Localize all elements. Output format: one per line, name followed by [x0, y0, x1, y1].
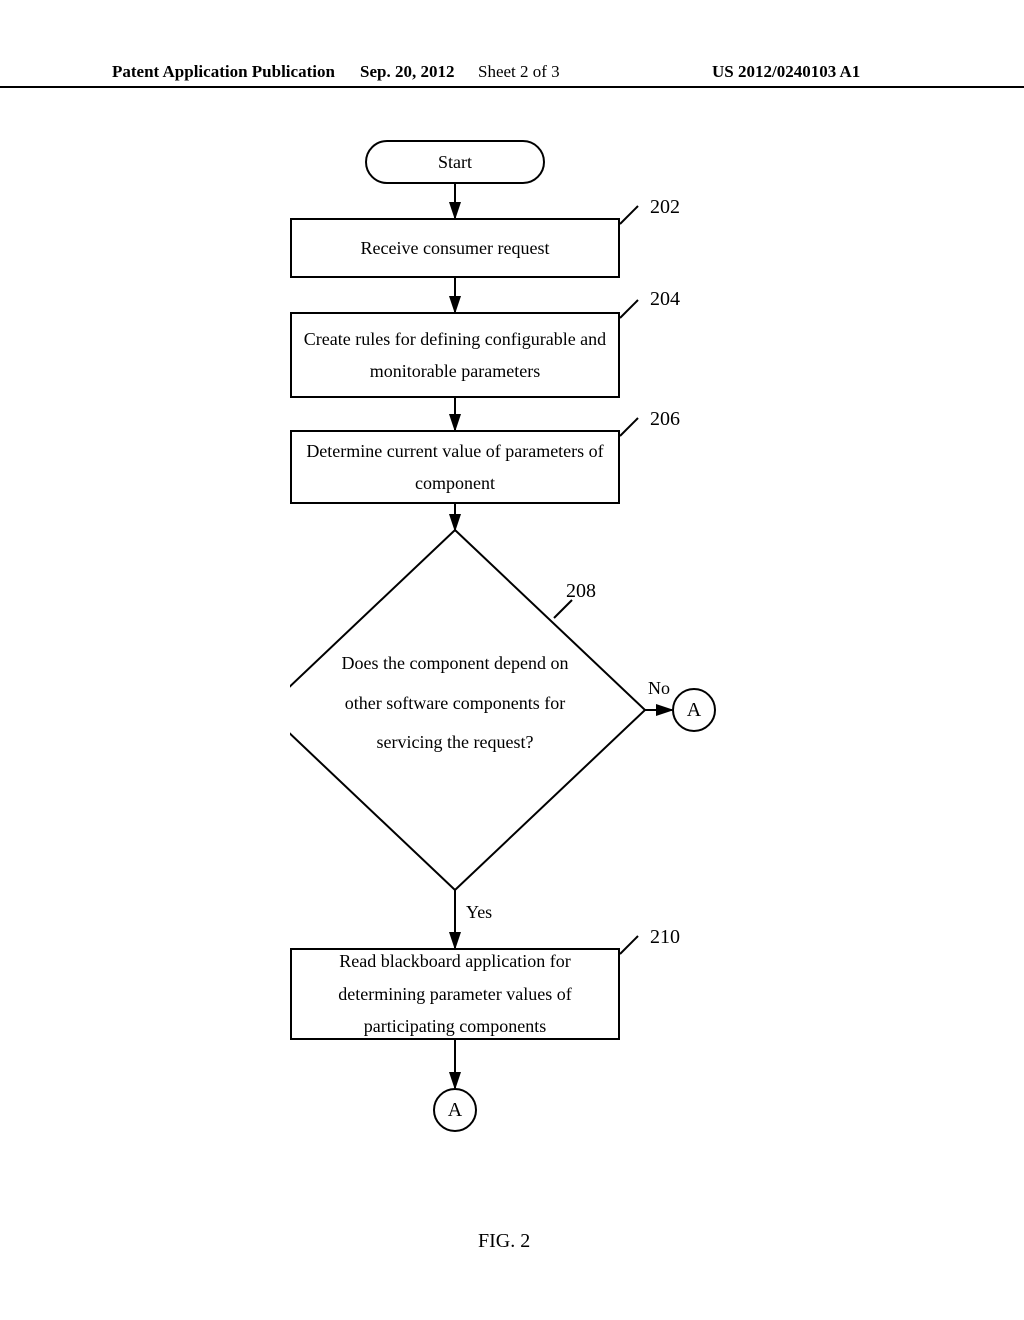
- node-start: Start: [365, 140, 545, 184]
- ref-206: 206: [650, 408, 680, 431]
- header-pubnum: US 2012/0240103 A1: [712, 62, 860, 82]
- ref-208: 208: [566, 580, 596, 603]
- edge-label-yes: Yes: [466, 902, 492, 923]
- connector-a-right: A: [672, 688, 716, 732]
- flowchart: Start Receive consumer request Create ru…: [290, 140, 770, 1180]
- header-rule: [0, 86, 1024, 88]
- header-date: Sep. 20, 2012: [360, 62, 454, 82]
- node-202: Receive consumer request: [290, 218, 620, 278]
- connector-a-bottom: A: [433, 1088, 477, 1132]
- header-publication: Patent Application Publication: [112, 62, 335, 82]
- node-204: Create rules for defining configurable a…: [290, 312, 620, 398]
- ref-210: 210: [650, 926, 680, 949]
- ref-204: 204: [650, 288, 680, 311]
- header-sheet: Sheet 2 of 3: [478, 62, 560, 82]
- node-210: Read blackboard application for determin…: [290, 948, 620, 1040]
- node-206: Determine current value of parameters of…: [290, 430, 620, 504]
- ref-202: 202: [650, 196, 680, 219]
- node-208: Does the component depend on other softw…: [330, 644, 580, 763]
- edge-label-no: No: [648, 678, 670, 699]
- figure-label: FIG. 2: [478, 1230, 530, 1253]
